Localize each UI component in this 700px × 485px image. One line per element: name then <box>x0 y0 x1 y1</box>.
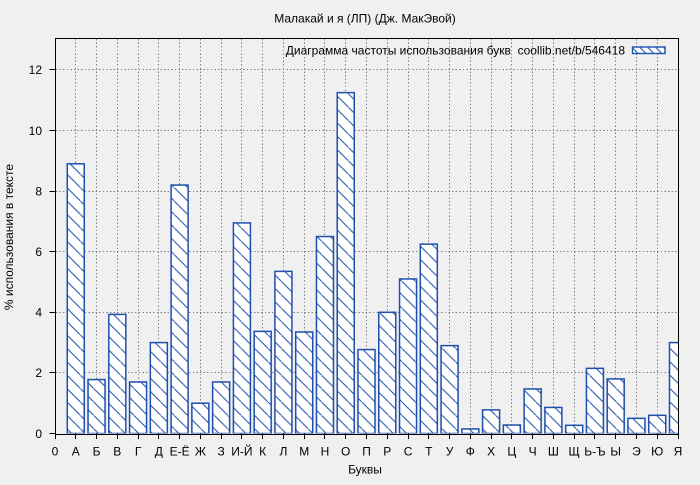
x-tick-label: Х <box>487 445 495 459</box>
bars <box>66 91 678 434</box>
bar-Н <box>315 235 335 434</box>
bar-О <box>336 91 355 434</box>
x-tick-label: К <box>259 445 266 459</box>
x-tick-label: У <box>446 445 454 459</box>
bar-К <box>253 330 272 434</box>
x-tick-label: Ч <box>529 445 537 459</box>
x-tick-label: А <box>72 445 80 459</box>
x-tick-label: П <box>362 445 371 459</box>
x-tick-label: О <box>341 445 350 459</box>
bar-Ф <box>461 428 480 434</box>
x-tick-label: Ф <box>466 445 475 459</box>
x-tick-label: 0 <box>52 445 59 459</box>
bar-Д <box>149 341 169 434</box>
x-tick-label: Е-Ё <box>170 445 190 459</box>
bar-Ц <box>502 424 522 434</box>
tick-labels: 0 А Б В Г Д Е-Ё Ж З И-Й К Л М Н О П Р С Т У Ф Х Ц Ч Ш Щ Ь-Ъ Ы Э Ю Я024… <box>29 63 683 458</box>
bar-И-Й <box>232 222 252 434</box>
y-tick-label: 4 <box>35 306 42 320</box>
x-tick-label: Ш <box>548 445 559 459</box>
bar-А <box>66 163 86 434</box>
x-tick-label: Т <box>425 445 433 459</box>
bar-М <box>294 331 314 434</box>
bar-П <box>357 348 376 434</box>
x-tick-label: Э <box>632 445 641 459</box>
y-tick-label: 8 <box>35 184 42 198</box>
bar-С <box>398 278 418 434</box>
x-tick-label: Г <box>135 445 142 459</box>
y-tick-label: 2 <box>35 366 42 380</box>
chart-title: Малакай и я (ЛП) (Дж. МакЭвой) <box>274 12 456 26</box>
legend: Диаграмма частоты использования букв coo… <box>286 44 666 58</box>
x-axis-label: Буквы <box>348 463 382 477</box>
bar-З <box>211 381 231 434</box>
bar-Э <box>627 417 646 434</box>
x-tick-label: Ц <box>507 445 516 459</box>
axes <box>49 37 680 439</box>
x-tick-label: Я <box>674 445 683 459</box>
x-tick-label: Д <box>155 445 163 459</box>
x-tick-label: Ю <box>651 445 663 459</box>
x-tick-label: З <box>218 445 225 459</box>
x-tick-label: Н <box>321 445 330 459</box>
bar-Р <box>378 311 397 434</box>
bar-Ч <box>523 388 542 434</box>
x-tick-label: М <box>299 445 309 459</box>
bar-Ж <box>191 402 210 434</box>
x-tick-label: Щ <box>569 445 580 459</box>
x-tick-label: В <box>113 445 121 459</box>
legend-swatch <box>631 46 666 55</box>
bar-Г <box>128 381 148 434</box>
bar-Я <box>668 341 678 434</box>
x-tick-label: С <box>404 445 413 459</box>
bar-Е-Ё <box>170 184 189 434</box>
x-tick-label: Р <box>383 445 391 459</box>
bar-Т <box>419 243 439 434</box>
bar-Л <box>274 270 293 434</box>
x-tick-label: Б <box>93 445 101 459</box>
y-tick-label: 6 <box>35 245 42 259</box>
bar-У <box>440 344 459 434</box>
bar-Ы <box>606 378 625 434</box>
bar-Х <box>481 409 501 434</box>
bar-Ь-Ъ <box>585 367 605 434</box>
bar-Ю <box>647 414 667 434</box>
bar-Ш <box>544 406 563 434</box>
x-tick-label: Ж <box>195 445 206 459</box>
x-tick-label: Л <box>279 445 287 459</box>
x-tick-label: И-Й <box>231 444 252 459</box>
bar-Щ <box>564 424 584 434</box>
y-tick-label: 10 <box>29 124 43 138</box>
x-tick-label: Ы <box>610 445 621 459</box>
y-tick-label: 0 <box>35 427 42 441</box>
bar-Б <box>87 378 106 434</box>
legend-label: Диаграмма частоты использования букв coo… <box>286 44 626 58</box>
bar-В <box>108 313 127 434</box>
x-tick-label: Ь-Ъ <box>584 445 605 459</box>
y-tick-label: 12 <box>29 63 43 77</box>
y-axis-label: % использования в тексте <box>2 164 16 310</box>
